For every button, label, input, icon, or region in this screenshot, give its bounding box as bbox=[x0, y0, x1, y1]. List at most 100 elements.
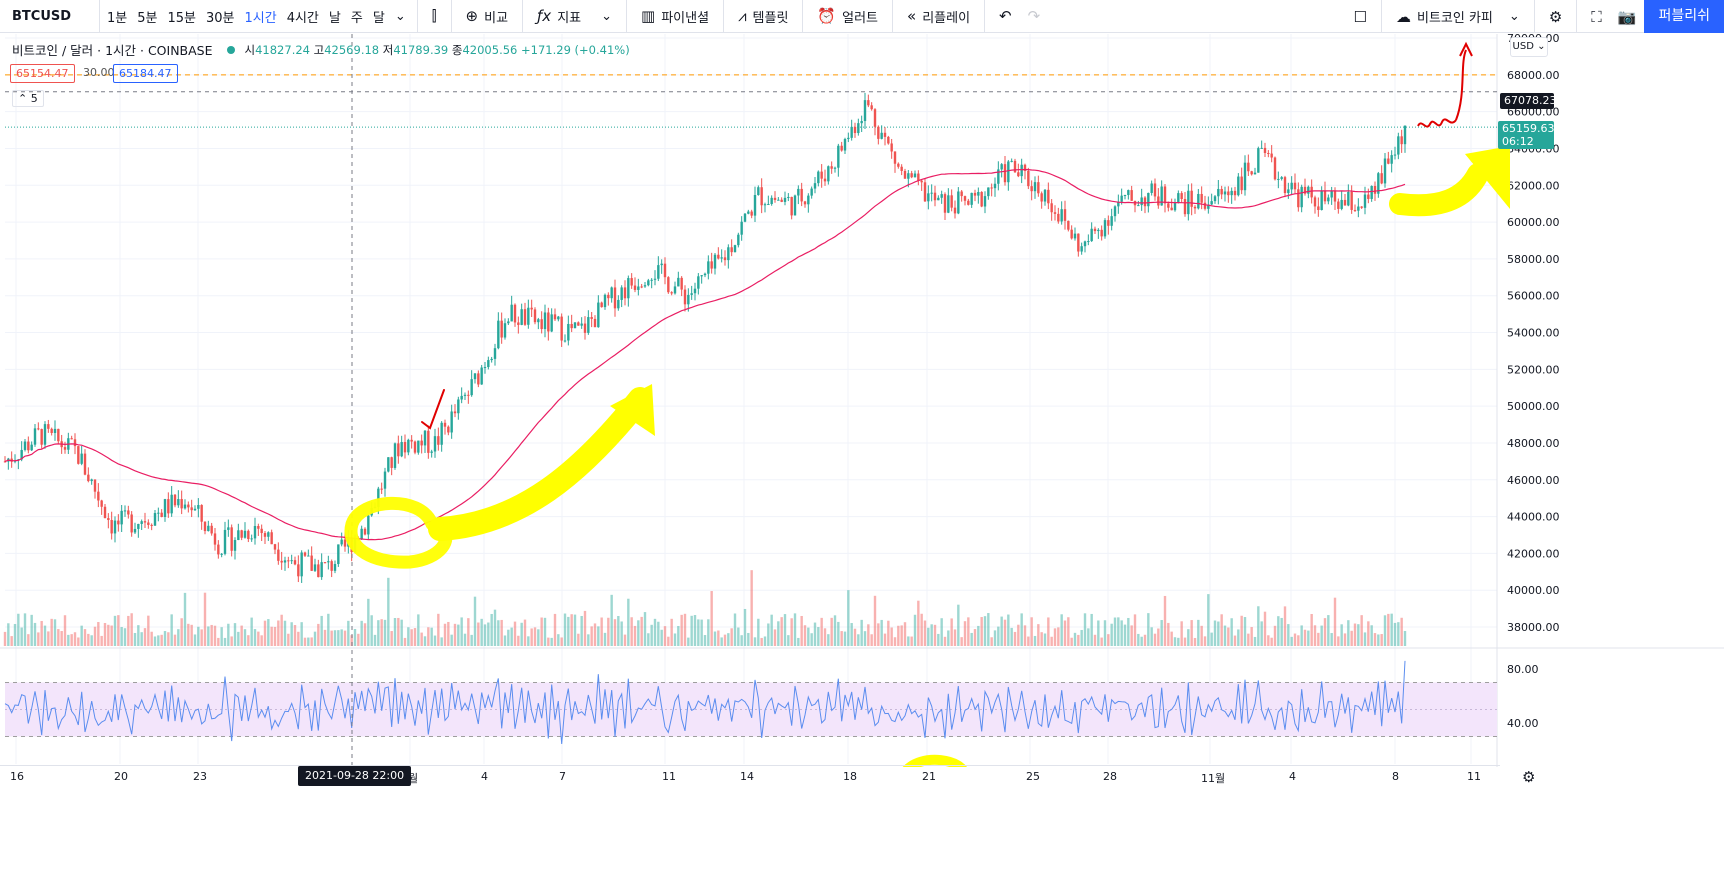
price-tick-label: 44000.00 bbox=[1507, 511, 1560, 524]
candle-body bbox=[190, 507, 193, 511]
layout-select-button[interactable]: ☐ bbox=[1346, 0, 1375, 33]
undo-button[interactable]: ↶ bbox=[991, 0, 1020, 33]
candle-body bbox=[133, 528, 137, 533]
volume-bar bbox=[1217, 621, 1220, 646]
interval-15m[interactable]: 15분 bbox=[167, 10, 196, 26]
candle-body bbox=[93, 479, 97, 492]
volume-bar bbox=[1230, 618, 1233, 646]
indicators-button[interactable]: ƒx 지표 ⌄ bbox=[529, 0, 620, 33]
alerts-button[interactable]: ⏰ 얼러트 bbox=[809, 0, 886, 33]
price-tick-label: 68000.00 bbox=[1507, 69, 1560, 82]
volume-bar bbox=[1300, 625, 1303, 646]
candle-body bbox=[960, 191, 963, 197]
interval-5m[interactable]: 5분 bbox=[137, 10, 158, 26]
candle-body bbox=[1280, 177, 1283, 179]
volume-bar bbox=[483, 624, 487, 646]
chart-type-button[interactable]: ⫿ bbox=[424, 0, 445, 33]
candle-body bbox=[890, 143, 893, 152]
volume-bar bbox=[467, 618, 470, 646]
volume-bar bbox=[57, 629, 60, 646]
volume-bar bbox=[377, 620, 380, 646]
interval-dropdown-chevron-icon[interactable]: ⌄ bbox=[394, 8, 406, 24]
volume-bar bbox=[23, 613, 27, 646]
chart-settings-gear-icon[interactable]: ⚙ bbox=[1522, 768, 1536, 786]
last-price: 65159.63 bbox=[1502, 122, 1555, 135]
candle-body bbox=[667, 277, 670, 293]
candle-body bbox=[780, 199, 783, 202]
candle-body bbox=[87, 474, 90, 482]
volume-bar bbox=[717, 630, 720, 646]
interval-week[interactable]: 주 bbox=[350, 10, 363, 26]
candle-body bbox=[987, 187, 990, 197]
volume-bar bbox=[113, 615, 117, 646]
financials-button[interactable]: ▥ 파이낸셜 bbox=[633, 0, 717, 33]
chevron-up-icon: ⌃ bbox=[18, 92, 31, 105]
candle-body bbox=[1160, 186, 1163, 206]
candle-body bbox=[1307, 186, 1310, 194]
chart-canvas[interactable]: 70000.0068000.0066000.0064000.0062000.00… bbox=[0, 34, 1724, 767]
sell-button[interactable]: 65154.47 bbox=[10, 64, 75, 83]
interval-month[interactable]: 달 bbox=[372, 10, 385, 26]
volume-bar bbox=[447, 621, 450, 646]
replay-button[interactable]: « 리플레이 bbox=[899, 0, 978, 33]
candle-body bbox=[480, 367, 483, 385]
volume-bar bbox=[963, 621, 967, 646]
candle-body bbox=[747, 211, 750, 214]
candle-body bbox=[1093, 228, 1097, 232]
candle-body bbox=[73, 439, 77, 447]
interval-1m[interactable]: 1분 bbox=[107, 10, 128, 26]
templates-button[interactable]: ⩘ 템플릿 bbox=[730, 0, 796, 33]
interval-1h[interactable]: 1시간 bbox=[244, 10, 277, 26]
interval-day[interactable]: 날 bbox=[328, 10, 341, 26]
volume-bar bbox=[1010, 627, 1013, 646]
volume-bar bbox=[957, 604, 960, 646]
snapshot-button[interactable]: 📷 bbox=[1610, 0, 1645, 33]
volume-bar bbox=[303, 637, 307, 646]
candle-body bbox=[37, 428, 40, 430]
volume-bar bbox=[663, 626, 667, 646]
volume-bar bbox=[230, 636, 233, 646]
candle-body bbox=[330, 561, 333, 571]
volume-bar bbox=[167, 632, 170, 646]
candle-body bbox=[1123, 195, 1127, 197]
candle-body bbox=[157, 512, 160, 514]
settings-button[interactable]: ⚙ bbox=[1541, 0, 1570, 33]
buy-button[interactable]: 65184.47 bbox=[113, 64, 178, 83]
volume-bar bbox=[133, 632, 137, 646]
volume-bar bbox=[420, 632, 423, 646]
fullscreen-button[interactable]: ⛶ bbox=[1583, 0, 1610, 33]
candle-body bbox=[393, 443, 397, 468]
redo-button[interactable]: ↷ bbox=[1020, 0, 1049, 33]
time-label: 21 bbox=[922, 770, 936, 783]
symbol-search[interactable]: BTCUSD bbox=[0, 0, 100, 33]
interval-4h[interactable]: 4시간 bbox=[286, 10, 319, 26]
legend-title[interactable]: 비트코인 / 달러 · 1시간 · COINBASE bbox=[12, 43, 213, 58]
candle-body bbox=[230, 527, 233, 551]
volume-bar bbox=[730, 628, 733, 646]
volume-bar bbox=[200, 629, 203, 646]
candle-body bbox=[1107, 220, 1110, 226]
volume-bar bbox=[1377, 634, 1380, 646]
save-layout-button[interactable]: ☁ 비트코인 카피 ⌄ bbox=[1388, 0, 1528, 33]
top-toolbar: BTCUSD 1분 5분 15분 30분 1시간 4시간 날 주 달 ⌄ ⫿ ⊕… bbox=[0, 0, 1724, 33]
candle-body bbox=[1057, 213, 1060, 222]
candle-body bbox=[633, 285, 637, 290]
candle-body bbox=[1343, 199, 1347, 206]
indicators-collapse-button[interactable]: ⌃ 5 bbox=[12, 90, 44, 107]
compare-button[interactable]: ⊕ 비교 bbox=[458, 0, 517, 33]
candle-body bbox=[103, 506, 107, 519]
currency-select[interactable]: USD ⌄ bbox=[1510, 37, 1548, 57]
volume-bar bbox=[250, 617, 253, 646]
time-label: 23 bbox=[193, 770, 207, 783]
interval-30m[interactable]: 30분 bbox=[205, 10, 235, 26]
time-axis[interactable]: 16 20 23 월 4 7 11 14 18 21 25 28 11월 4 8… bbox=[0, 765, 1500, 787]
pane-separators bbox=[0, 34, 1724, 767]
candle-body bbox=[313, 564, 317, 571]
volume-bar bbox=[273, 626, 277, 646]
volume-bar bbox=[847, 590, 850, 646]
publish-button[interactable]: 퍼블리쉬 bbox=[1644, 0, 1724, 33]
candle-body bbox=[1150, 183, 1153, 193]
candle-body bbox=[40, 429, 43, 445]
close-value: 42005.56 bbox=[462, 42, 518, 57]
volume-bar bbox=[1280, 617, 1283, 646]
